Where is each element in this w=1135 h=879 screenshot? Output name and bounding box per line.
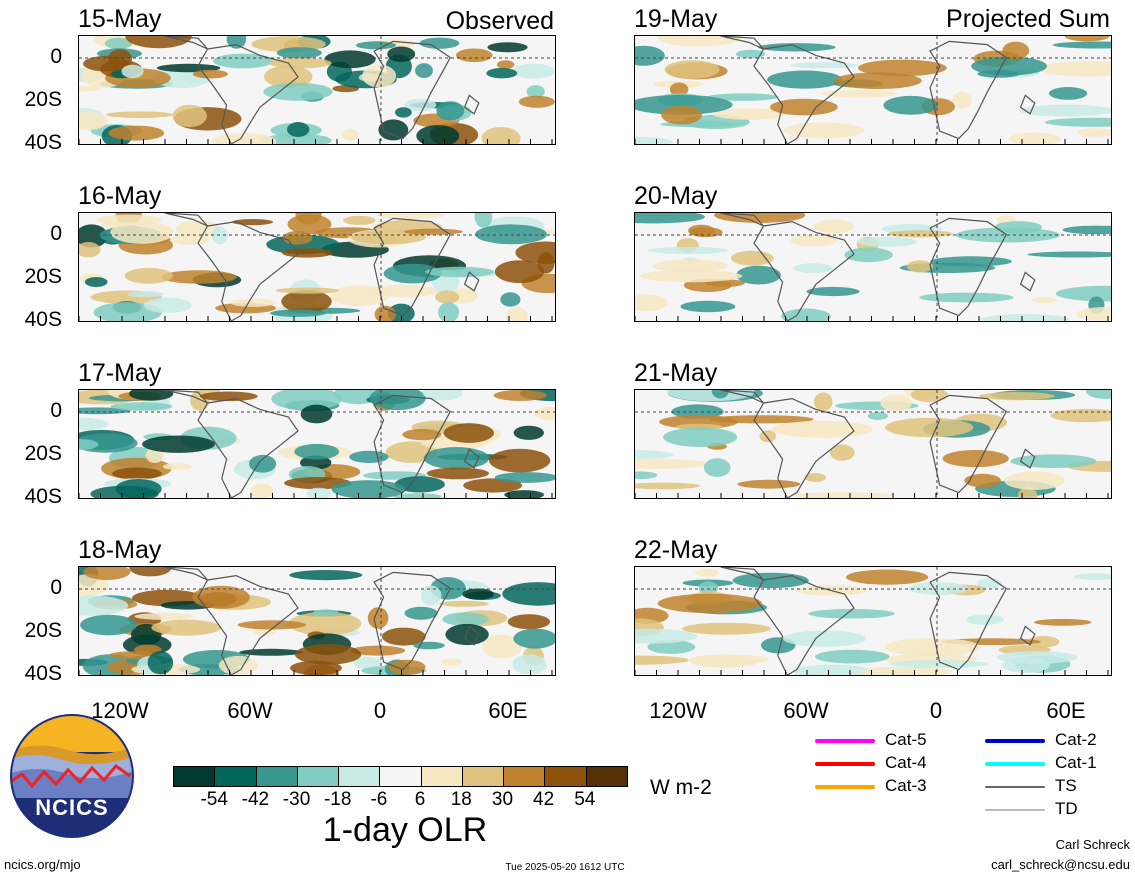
x-label-120w-projected: 120W — [649, 698, 707, 723]
colorbar-tick-label: 6 — [414, 789, 426, 810]
legend-label: TS — [1055, 776, 1077, 795]
legend-swatch — [815, 762, 875, 766]
colorbar-tick-label: 42 — [533, 789, 555, 810]
panel-date-projected-1: 19-May — [634, 5, 718, 33]
y-axis-label: 40S — [24, 485, 62, 508]
y-axis-label: 20S — [24, 88, 62, 111]
y-axis-label: 20S — [24, 442, 62, 465]
legend-swatch — [985, 739, 1045, 743]
colorbar-title: 1-day OLR — [322, 811, 488, 849]
olr-map-observed — [78, 212, 556, 322]
x-label-120w-observed: 120W — [91, 698, 149, 723]
colorbar-swatch — [420, 767, 462, 786]
x-label-0-observed: 0 — [373, 698, 387, 723]
colorbar-swatch — [296, 767, 339, 786]
colorbar — [173, 766, 628, 787]
olr-map-projected — [634, 566, 1112, 676]
footer-email: carl_schreck@ncsu.edu — [991, 857, 1130, 872]
y-axis-label: 0 — [50, 399, 62, 422]
x-label-60w-projected: 60W — [783, 698, 829, 723]
colorbar-tick-label: -54 — [200, 789, 228, 810]
y-axis-label: 0 — [50, 222, 62, 245]
y-axis-label: 40S — [24, 662, 62, 685]
logo-text: NCICS — [35, 795, 109, 820]
legend-label: Cat-4 — [885, 753, 927, 772]
colorbar-swatch — [214, 767, 256, 786]
colorbar-tick-label: -6 — [370, 789, 388, 810]
y-axis-label: 0 — [50, 576, 62, 599]
colorbar-tick-label: -42 — [241, 789, 270, 810]
x-label-0-projected: 0 — [929, 698, 943, 723]
colorbar-units: W m-2 — [650, 776, 712, 799]
panel-date-observed-1: 15-May — [78, 5, 162, 33]
panel-date-observed-2: 16-May — [78, 182, 162, 210]
colorbar-swatch — [585, 767, 627, 786]
olr-map-projected — [634, 35, 1112, 145]
x-label-60e-observed: 60E — [488, 698, 528, 723]
x-label-60w-observed: 60W — [227, 698, 273, 723]
panel-date-projected-4: 22-May — [634, 536, 718, 564]
colorbar-swatch — [461, 767, 504, 786]
legend-label: Cat-5 — [885, 730, 927, 749]
y-axis-label: 20S — [24, 265, 62, 288]
y-axis-label: 40S — [24, 131, 62, 154]
panel-date-projected-2: 20-May — [634, 182, 718, 210]
legend-swatch — [815, 739, 875, 743]
olr-map-observed — [78, 35, 556, 145]
legend-label: Cat-2 — [1055, 730, 1097, 749]
y-axis-label: 0 — [50, 45, 62, 68]
footer-timestamp: Tue 2025-05-20 1612 UTC — [505, 862, 625, 873]
colorbar-swatch — [174, 767, 215, 786]
footer-author: Carl Schreck — [1055, 837, 1130, 852]
panel-date-observed-3: 17-May — [78, 359, 162, 387]
colorbar-swatch — [255, 767, 297, 786]
colorbar-swatch — [503, 767, 545, 786]
colorbar-tick-label: -18 — [323, 789, 352, 810]
legend-label: Cat-3 — [885, 776, 927, 795]
legend-swatch — [985, 762, 1045, 766]
colorbar-swatch — [338, 767, 380, 786]
legend-label: TD — [1055, 799, 1078, 818]
panel-date-projected-3: 21-May — [634, 359, 718, 387]
colorbar-tick-label: -30 — [282, 789, 311, 810]
olr-map-observed — [78, 389, 556, 499]
colorbar-swatch — [379, 767, 421, 786]
legend-swatch — [985, 809, 1045, 811]
y-axis-label: 40S — [24, 308, 62, 331]
footer-url: ncics.org/mjo — [4, 857, 81, 872]
olr-map-projected — [634, 389, 1112, 499]
colorbar-swatch — [544, 767, 586, 786]
colorbar-tick-label: 18 — [450, 789, 472, 810]
legend-swatch — [985, 786, 1045, 788]
legend-swatch — [815, 785, 875, 789]
legend-label: Cat-1 — [1055, 753, 1097, 772]
y-axis-label: 20S — [24, 619, 62, 642]
ncics-logo: NCICS — [8, 712, 136, 840]
observed-label: Observed — [445, 7, 554, 35]
projected-label: Projected Sum — [946, 5, 1110, 33]
colorbar-tick-label: 54 — [574, 789, 596, 810]
x-label-60e-projected: 60E — [1046, 698, 1086, 723]
olr-map-observed — [78, 566, 556, 676]
panel-date-observed-4: 18-May — [78, 536, 162, 564]
olr-map-projected — [634, 212, 1112, 322]
colorbar-tick-label: 30 — [491, 789, 514, 810]
